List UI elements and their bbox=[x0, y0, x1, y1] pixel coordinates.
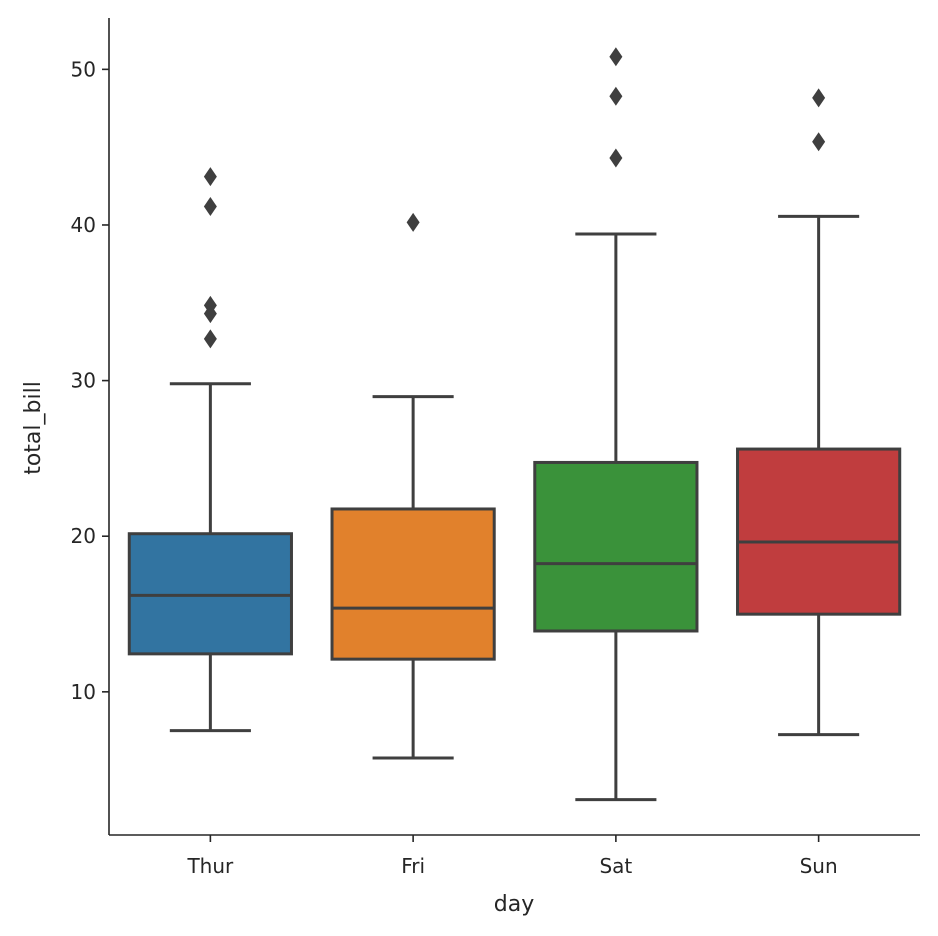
box-group-sun bbox=[736, 88, 902, 737]
x-tick-label: Sun bbox=[800, 854, 838, 878]
box-group-fri bbox=[330, 212, 496, 760]
outlier-point bbox=[609, 47, 623, 67]
outlier-point bbox=[812, 132, 826, 152]
outlier-point bbox=[812, 88, 826, 108]
y-tick-label: 20 bbox=[71, 524, 96, 548]
box-iqr bbox=[736, 447, 902, 616]
box-iqr bbox=[330, 507, 496, 661]
box-group-sat bbox=[533, 47, 699, 802]
outlier-point bbox=[609, 86, 623, 106]
y-tick-label: 10 bbox=[71, 680, 96, 704]
y-tick-label: 40 bbox=[71, 213, 96, 237]
outlier-point bbox=[203, 295, 217, 315]
box-group-thur bbox=[127, 167, 293, 733]
outlier-point bbox=[203, 196, 217, 216]
outlier-point bbox=[609, 148, 623, 168]
y-tick-label: 30 bbox=[71, 369, 96, 393]
box-iqr bbox=[533, 460, 699, 633]
outlier-point bbox=[406, 212, 420, 232]
outlier-point bbox=[203, 329, 217, 349]
outlier-point bbox=[203, 167, 217, 187]
x-axis-label: day bbox=[494, 892, 534, 917]
x-tick-label: Fri bbox=[401, 854, 425, 878]
y-axis-label: total_bill bbox=[21, 381, 46, 475]
y-axis-ticks: 10 20 30 40 50 bbox=[71, 57, 109, 704]
x-tick-label: Sat bbox=[599, 854, 632, 878]
x-tick-label: Thur bbox=[186, 854, 234, 878]
y-tick-label: 50 bbox=[71, 57, 96, 81]
x-axis-ticks: Thur Fri Sat Sun bbox=[186, 835, 838, 878]
box-iqr bbox=[127, 532, 293, 656]
plot-area bbox=[127, 47, 902, 802]
